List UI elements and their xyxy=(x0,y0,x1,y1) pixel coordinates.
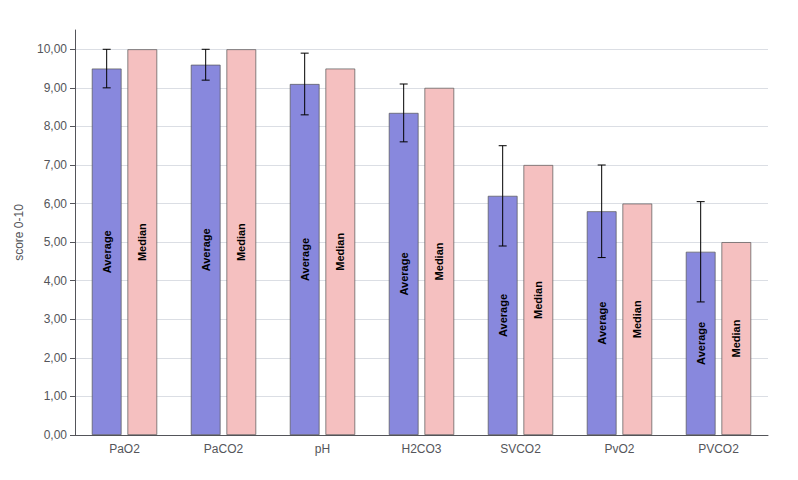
svg-text:PvO2: PvO2 xyxy=(604,442,634,456)
svg-text:Average: Average xyxy=(299,238,311,281)
svg-text:PVCO2: PVCO2 xyxy=(698,442,739,456)
svg-text:pH: pH xyxy=(315,442,330,456)
svg-text:1,00: 1,00 xyxy=(44,389,68,403)
svg-text:2,00: 2,00 xyxy=(44,351,68,365)
svg-text:9,00: 9,00 xyxy=(44,81,68,95)
svg-text:Median: Median xyxy=(433,242,445,280)
svg-text:Average: Average xyxy=(596,302,608,345)
svg-text:Average: Average xyxy=(101,230,113,273)
svg-text:Average: Average xyxy=(497,294,509,337)
svg-text:H2CO3: H2CO3 xyxy=(401,442,441,456)
svg-text:Average: Average xyxy=(398,252,410,295)
svg-text:8,00: 8,00 xyxy=(44,119,68,133)
svg-text:Median: Median xyxy=(631,300,643,338)
svg-text:3,00: 3,00 xyxy=(44,312,68,326)
svg-text:PaO2: PaO2 xyxy=(109,442,140,456)
svg-text:6,00: 6,00 xyxy=(44,197,68,211)
svg-text:5,00: 5,00 xyxy=(44,235,68,249)
svg-text:Median: Median xyxy=(334,233,346,271)
svg-text:4,00: 4,00 xyxy=(44,274,68,288)
svg-text:PaCO2: PaCO2 xyxy=(204,442,244,456)
svg-text:Average: Average xyxy=(200,228,212,271)
svg-text:0,00: 0,00 xyxy=(44,428,68,442)
svg-text:Median: Median xyxy=(532,281,544,319)
svg-text:7,00: 7,00 xyxy=(44,158,68,172)
svg-text:score 0-10: score 0-10 xyxy=(12,204,26,261)
svg-text:SVCO2: SVCO2 xyxy=(500,442,541,456)
svg-text:Average: Average xyxy=(695,322,707,365)
svg-text:Median: Median xyxy=(136,223,148,261)
svg-text:10,00: 10,00 xyxy=(37,42,67,56)
svg-text:Median: Median xyxy=(730,319,742,357)
svg-text:Median: Median xyxy=(235,223,247,261)
